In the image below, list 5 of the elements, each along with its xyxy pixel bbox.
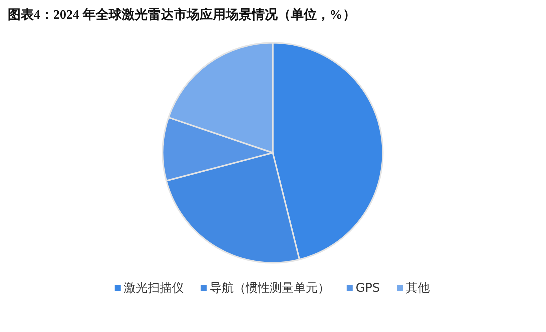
- legend-label: 激光扫描仪: [124, 281, 184, 295]
- legend-label: 导航（惯性测量单元）: [210, 281, 330, 295]
- chart-title: 图表4：2024 年全球激光雷达市场应用场景情况（单位，%）: [8, 7, 356, 22]
- legend-label: 其他: [406, 281, 430, 295]
- legend-label: GPS: [356, 281, 380, 295]
